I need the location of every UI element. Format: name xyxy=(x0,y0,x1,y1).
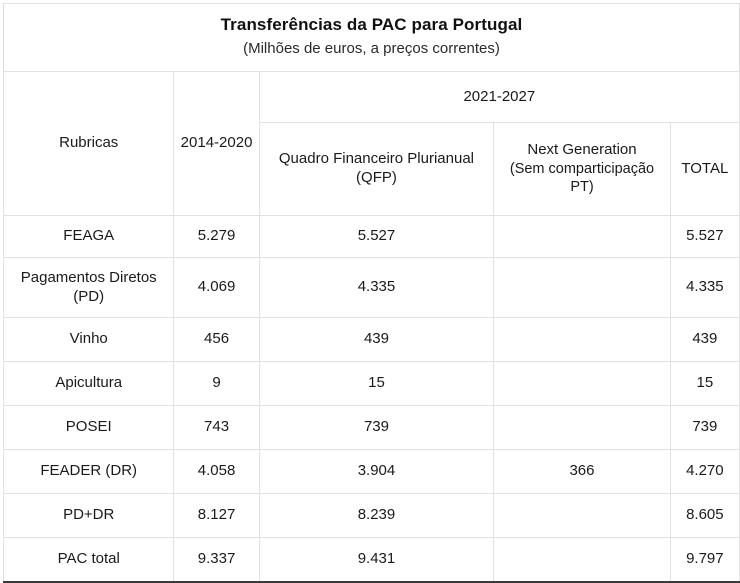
cell-total: 739 xyxy=(669,405,740,450)
table-container: Transferências da PAC para Portugal (Mil… xyxy=(2,3,740,583)
column-header-next-generation-note: (Sem comparticipação PT) xyxy=(509,160,655,196)
cell-next-generation xyxy=(493,361,671,406)
cell-next-generation xyxy=(493,257,671,318)
cell-total: 4.270 xyxy=(669,449,740,494)
cell-next-generation xyxy=(493,493,671,538)
row-label: Vinho xyxy=(2,317,175,362)
row-label: FEADER (DR) xyxy=(2,449,175,494)
table-row: Pagamentos Diretos (PD) 4.069 4.335 4.33… xyxy=(2,257,740,318)
cell-qfp: 739 xyxy=(258,405,495,450)
column-header-next-generation-label: Next Generation xyxy=(527,140,637,158)
row-label: PAC total xyxy=(2,537,175,583)
cell-2014-2020: 4.069 xyxy=(173,257,260,318)
table-title-row: Transferências da PAC para Portugal (Mil… xyxy=(3,3,740,72)
pac-transfers-table: Transferências da PAC para Portugal (Mil… xyxy=(2,3,740,583)
table-row: PAC total 9.337 9.431 9.797 xyxy=(2,537,740,583)
cell-2014-2020: 5.279 xyxy=(173,215,260,258)
table-title-cell: Transferências da PAC para Portugal (Mil… xyxy=(3,3,740,72)
column-header-rubricas: Rubricas xyxy=(2,71,175,216)
cell-2014-2020: 9 xyxy=(173,361,260,406)
cell-total: 5.527 xyxy=(669,215,740,258)
cell-next-generation xyxy=(493,537,671,583)
cell-total: 8.605 xyxy=(669,493,740,538)
cell-total: 439 xyxy=(669,317,740,362)
page-subtitle: (Milhões de euros, a preços correntes) xyxy=(243,40,500,58)
cell-total: 9.797 xyxy=(669,537,740,583)
column-header-qfp: Quadro Financeiro Plurianual (QFP) xyxy=(258,122,495,216)
cell-total: 4.335 xyxy=(669,257,740,318)
table-row: FEADER (DR) 4.058 3.904 366 4.270 xyxy=(2,449,740,494)
cell-qfp: 15 xyxy=(258,361,495,406)
row-label: PD+DR xyxy=(2,493,175,538)
column-header-2014-2020: 2014-2020 xyxy=(173,71,260,216)
row-label: Apicultura xyxy=(2,361,175,406)
cell-qfp: 4.335 xyxy=(258,257,495,318)
cell-qfp: 9.431 xyxy=(258,537,495,583)
header-row-periods: Rubricas 2014-2020 2021-2027 xyxy=(2,71,740,216)
column-header-2021-2027: 2021-2027 xyxy=(258,71,740,123)
cell-2014-2020: 4.058 xyxy=(173,449,260,494)
cell-qfp: 439 xyxy=(258,317,495,362)
table-row: Vinho 456 439 439 xyxy=(2,317,740,362)
cell-total: 15 xyxy=(669,361,740,406)
table-row: FEAGA 5.279 5.527 5.527 xyxy=(2,215,740,258)
cell-next-generation xyxy=(493,215,671,258)
cell-qfp: 5.527 xyxy=(258,215,495,258)
row-label: POSEI xyxy=(2,405,175,450)
cell-next-generation: 366 xyxy=(493,449,671,494)
cell-2014-2020: 456 xyxy=(173,317,260,362)
table-row: PD+DR 8.127 8.239 8.605 xyxy=(2,493,740,538)
row-label: Pagamentos Diretos (PD) xyxy=(2,257,175,318)
cell-qfp: 8.239 xyxy=(258,493,495,538)
row-label: FEAGA xyxy=(2,215,175,258)
cell-next-generation xyxy=(493,405,671,450)
cell-qfp: 3.904 xyxy=(258,449,495,494)
header-row-subcolumns: Quadro Financeiro Plurianual (QFP) Next … xyxy=(4,122,740,216)
column-header-next-generation: Next Generation (Sem comparticipação PT) xyxy=(493,122,671,216)
page-title: Transferências da PAC para Portugal xyxy=(220,15,523,34)
cell-2014-2020: 743 xyxy=(173,405,260,450)
table-row: Apicultura 9 15 15 xyxy=(2,361,740,406)
table-row: POSEI 743 739 739 xyxy=(2,405,740,450)
cell-next-generation xyxy=(493,317,671,362)
cell-2014-2020: 8.127 xyxy=(173,493,260,538)
cell-2014-2020: 9.337 xyxy=(173,537,260,583)
column-header-total: TOTAL xyxy=(669,122,740,216)
